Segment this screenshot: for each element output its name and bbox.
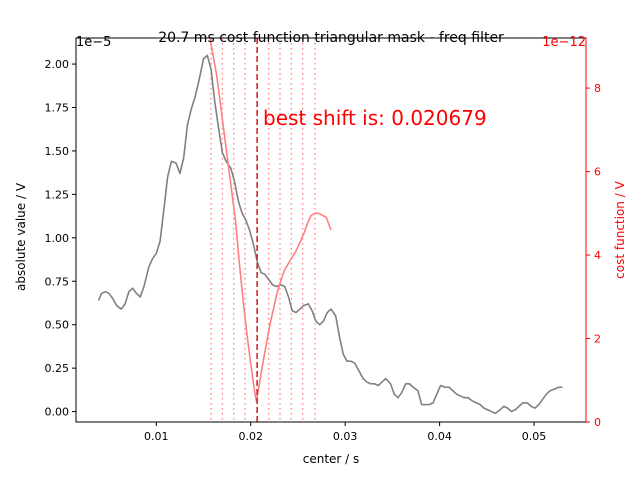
y2-tick-label: 0 (594, 416, 601, 429)
x-tick-label: 0.03 (333, 430, 358, 443)
y-tick-label: 1.00 (45, 232, 70, 245)
y2-scale-label: 1e−12 (542, 35, 586, 50)
series-layer (97, 38, 563, 422)
x-axis-label: center / s (303, 452, 360, 466)
y-tick-label: 1.50 (45, 145, 70, 158)
y2-tick-label: 6 (594, 166, 601, 179)
series-line-absolute-value (97, 54, 563, 415)
x-tick-label: 0.04 (427, 430, 452, 443)
x-tick-label: 0.02 (238, 430, 263, 443)
best-shift-annotation: best shift is: 0.020679 (263, 106, 487, 130)
y-tick-label: 0.25 (45, 362, 70, 375)
y-tick-label: 0.00 (45, 406, 70, 419)
y2-axis-label: cost function / V (613, 180, 627, 278)
y-axis-ticks: 0.00 0.25 0.50 0.75 1.00 1.25 1.50 1.75 2.00 (45, 58, 76, 419)
y-tick-label: 0.50 (45, 319, 70, 332)
y-tick-label: 1.75 (45, 102, 70, 115)
y2-tick-label: 2 (594, 333, 601, 346)
y-tick-label: 2.00 (45, 58, 70, 71)
x-axis-ticks: 0.01 0.02 0.03 0.04 0.05 (144, 422, 546, 443)
series-line-cost-function (209, 38, 332, 402)
chart-title: 20.7 ms cost function triangular mask - … (158, 30, 504, 46)
y2-tick-label: 4 (594, 249, 601, 262)
y-tick-label: 0.75 (45, 275, 70, 288)
y2-axis-ticks: 0 2 4 6 8 (585, 38, 601, 429)
y-axis-label: absolute value / V (14, 182, 28, 291)
mask-lines (210, 38, 316, 422)
y-tick-label: 1.25 (45, 188, 70, 201)
x-tick-label: 0.01 (144, 430, 169, 443)
y-scale-label: 1e−5 (76, 35, 111, 50)
x-tick-label: 0.05 (522, 430, 547, 443)
y2-tick-label: 8 (594, 82, 601, 95)
